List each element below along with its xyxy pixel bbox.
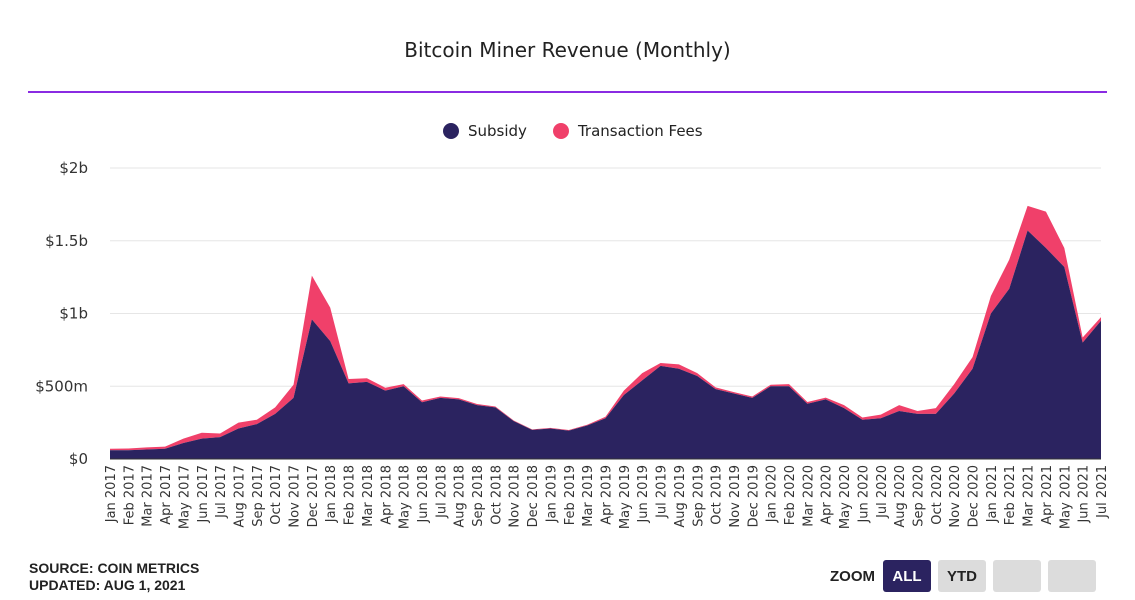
y-tick-label: $1b bbox=[59, 305, 88, 323]
x-tick-label: Aug 2020 bbox=[893, 465, 908, 528]
source-text: SOURCE: COIN METRICS bbox=[29, 560, 200, 576]
y-tick-label: $2b bbox=[59, 159, 88, 177]
x-tick-label: Feb 2019 bbox=[563, 465, 578, 525]
x-tick-label: Mar 2021 bbox=[1022, 465, 1037, 527]
x-tick-label: Jul 2019 bbox=[655, 465, 670, 519]
zoom-blank-button-2[interactable] bbox=[1048, 560, 1096, 592]
x-tick-label: Sep 2018 bbox=[471, 465, 486, 527]
x-tick-label: Jul 2020 bbox=[875, 465, 890, 519]
x-tick-label: Jan 2018 bbox=[324, 465, 339, 523]
x-tick-label: Aug 2017 bbox=[232, 465, 247, 528]
x-tick-label: Nov 2017 bbox=[288, 465, 303, 528]
x-tick-label: Apr 2017 bbox=[159, 465, 174, 525]
x-tick-label: Jun 2020 bbox=[856, 465, 871, 524]
x-tick-label: May 2017 bbox=[177, 465, 192, 529]
chart-plot: $0 $500m $1b $1.5b $2b Jan 2017 Feb 2017 Mar 20… bbox=[35, 159, 1110, 529]
x-tick-label: Feb 2021 bbox=[1003, 465, 1018, 525]
y-tick-label: $1.5b bbox=[45, 232, 88, 250]
x-tick-label: Nov 2018 bbox=[508, 465, 523, 528]
x-tick-label: Feb 2020 bbox=[783, 465, 798, 525]
legend-marker-subsidy bbox=[443, 123, 459, 139]
x-tick-label: Sep 2019 bbox=[691, 465, 706, 527]
legend-label-transaction-fees: Transaction Fees bbox=[577, 122, 703, 140]
x-tick-label: May 2019 bbox=[618, 465, 633, 529]
x-tick-label: Jan 2017 bbox=[104, 465, 119, 523]
x-tick-label: Dec 2019 bbox=[746, 465, 761, 527]
updated-text: UPDATED: AUG 1, 2021 bbox=[29, 577, 186, 593]
x-tick-label: Dec 2018 bbox=[526, 465, 541, 527]
x-tick-label: Sep 2020 bbox=[911, 465, 926, 527]
x-tick-label: Jul 2017 bbox=[214, 465, 229, 519]
x-tick-label: Feb 2018 bbox=[343, 465, 358, 525]
x-tick-label: Aug 2018 bbox=[453, 465, 468, 528]
x-tick-label: Nov 2020 bbox=[948, 465, 963, 528]
x-tick-label: Apr 2020 bbox=[820, 465, 835, 525]
source-note: SOURCE: COIN METRICS UPDATED: AUG 1, 202… bbox=[29, 560, 199, 594]
x-tick-label: Mar 2020 bbox=[801, 465, 816, 527]
x-tick-label: Oct 2020 bbox=[930, 465, 945, 525]
x-tick-label: Jan 2019 bbox=[544, 465, 559, 523]
x-tick-label: Oct 2017 bbox=[269, 465, 284, 525]
x-tick-label: Jul 2018 bbox=[434, 465, 449, 519]
x-tick-label: Nov 2019 bbox=[728, 465, 743, 528]
title-divider bbox=[28, 91, 1107, 93]
x-tick-label: Dec 2017 bbox=[306, 465, 321, 527]
y-tick-label: $0 bbox=[69, 450, 88, 468]
legend-item-transaction-fees[interactable]: Transaction Fees bbox=[552, 122, 703, 140]
x-tick-label: May 2020 bbox=[838, 465, 853, 529]
chart-title: Bitcoin Miner Revenue (Monthly) bbox=[404, 38, 731, 62]
x-tick-label: Apr 2021 bbox=[1040, 465, 1055, 525]
x-tick-label: Dec 2020 bbox=[967, 465, 982, 527]
area-subsidy bbox=[110, 230, 1101, 459]
x-tick-label: Apr 2018 bbox=[379, 465, 394, 525]
zoom-controls: ZOOM ALL YTD bbox=[830, 560, 1103, 592]
x-tick-label: Jun 2017 bbox=[196, 465, 211, 524]
x-tick-label: Aug 2019 bbox=[673, 465, 688, 528]
x-tick-label: Apr 2019 bbox=[600, 465, 615, 525]
zoom-all-button[interactable]: ALL bbox=[883, 560, 931, 592]
x-tick-label: Jan 2021 bbox=[985, 465, 1000, 523]
legend-marker-transaction-fees bbox=[552, 123, 569, 139]
x-tick-label: Mar 2017 bbox=[141, 465, 156, 527]
zoom-ytd-button[interactable]: YTD bbox=[938, 560, 986, 592]
zoom-label: ZOOM bbox=[830, 567, 875, 585]
x-tick-label: Oct 2019 bbox=[710, 465, 725, 525]
x-tick-label: Jun 2021 bbox=[1077, 465, 1092, 524]
x-tick-label: Mar 2019 bbox=[581, 465, 596, 527]
y-tick-label: $500m bbox=[35, 377, 88, 395]
x-tick-label: Oct 2018 bbox=[489, 465, 504, 525]
legend: Subsidy Transaction Fees bbox=[443, 122, 729, 140]
x-tick-label: Jun 2018 bbox=[416, 465, 431, 524]
x-tick-label: Feb 2017 bbox=[122, 465, 137, 525]
x-tick-label: Jun 2019 bbox=[636, 465, 651, 524]
x-tick-label: Jul 2021 bbox=[1095, 465, 1110, 519]
legend-label-subsidy: Subsidy bbox=[468, 122, 527, 140]
area-transaction-fees bbox=[110, 205, 1101, 451]
x-tick-label: May 2021 bbox=[1058, 465, 1073, 529]
x-tick-label: Jan 2020 bbox=[765, 465, 780, 523]
legend-item-subsidy[interactable]: Subsidy bbox=[443, 122, 527, 140]
zoom-blank-button-1[interactable] bbox=[993, 560, 1041, 592]
x-tick-label: Mar 2018 bbox=[361, 465, 376, 527]
x-tick-label: May 2018 bbox=[398, 465, 413, 529]
x-tick-label: Sep 2017 bbox=[251, 465, 266, 527]
